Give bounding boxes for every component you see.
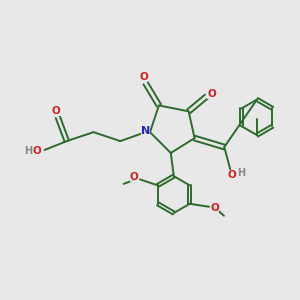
Text: O: O — [207, 88, 216, 98]
Text: O: O — [211, 203, 219, 213]
Text: O: O — [227, 170, 236, 180]
Text: O: O — [130, 172, 138, 182]
Text: O: O — [140, 72, 148, 82]
Text: O: O — [33, 146, 41, 157]
Text: H: H — [238, 168, 246, 178]
Text: O: O — [52, 106, 61, 116]
Text: N: N — [141, 126, 150, 136]
Text: H: H — [24, 146, 32, 157]
